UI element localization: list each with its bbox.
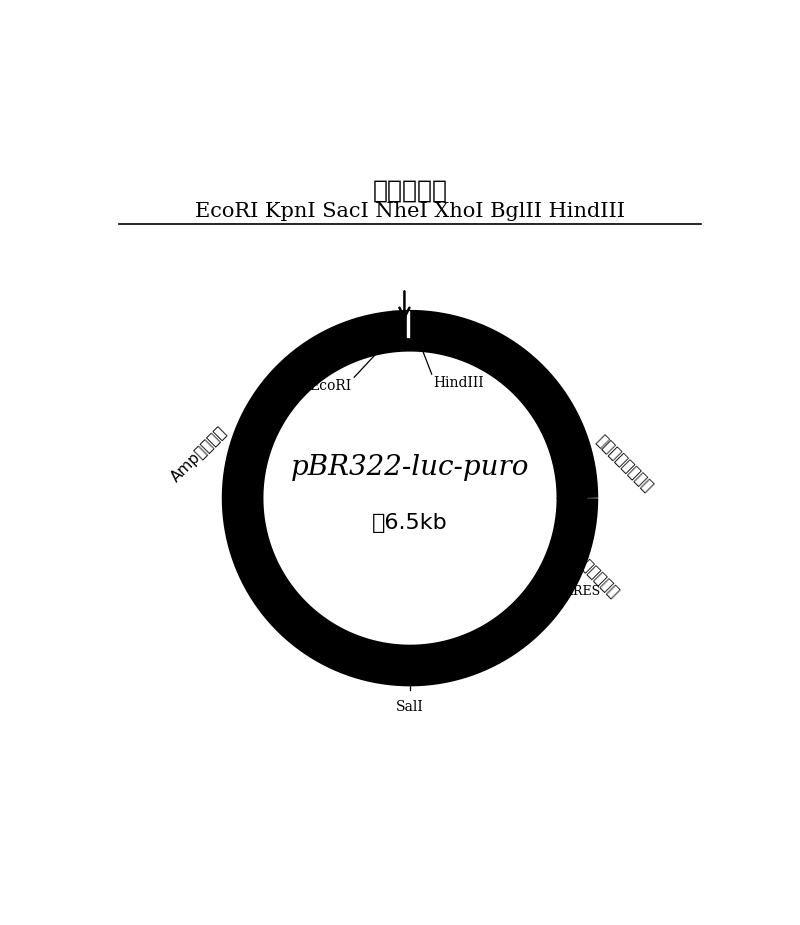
Text: EcoRI: EcoRI <box>309 379 351 393</box>
Text: Amp抗性基因: Amp抗性基因 <box>169 425 230 486</box>
Text: SalI: SalI <box>396 699 424 713</box>
Text: 嘌呤霉素抗性基因: 嘌呤霉素抗性基因 <box>558 538 621 600</box>
Bar <box>391 311 402 337</box>
Text: 约6.5kb: 约6.5kb <box>372 513 448 533</box>
Text: pBR322-luc-puro: pBR322-luc-puro <box>290 453 530 481</box>
Text: 多克隆位点: 多克隆位点 <box>373 179 447 203</box>
Text: HindIII: HindIII <box>434 376 484 390</box>
Text: IRES: IRES <box>569 585 601 598</box>
Text: EcoRI KpnI SacI NheI XhoI BglII HindIII: EcoRI KpnI SacI NheI XhoI BglII HindIII <box>195 202 625 221</box>
Polygon shape <box>370 656 396 674</box>
Bar <box>408 311 419 337</box>
Polygon shape <box>568 496 587 520</box>
Bar <box>407 311 410 337</box>
Text: 荧光素酶报告基因: 荧光素酶报告基因 <box>593 433 655 495</box>
Polygon shape <box>338 329 364 347</box>
